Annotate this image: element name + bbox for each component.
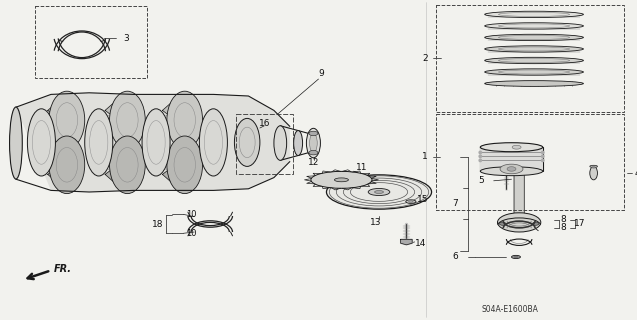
Ellipse shape <box>512 153 526 160</box>
Text: 16: 16 <box>259 119 270 128</box>
Polygon shape <box>48 165 73 186</box>
Ellipse shape <box>49 136 85 194</box>
Polygon shape <box>505 161 533 216</box>
Ellipse shape <box>309 134 315 152</box>
Ellipse shape <box>478 155 482 158</box>
Ellipse shape <box>110 91 145 149</box>
Bar <box>35 6 147 78</box>
Text: 8: 8 <box>561 215 567 224</box>
Ellipse shape <box>409 201 413 202</box>
Bar <box>236 114 293 174</box>
Text: 7: 7 <box>452 199 459 209</box>
Text: 13: 13 <box>370 218 382 227</box>
Ellipse shape <box>485 34 583 41</box>
Text: 1: 1 <box>422 152 428 161</box>
Ellipse shape <box>590 166 598 180</box>
Text: 14: 14 <box>415 239 426 248</box>
Text: 8: 8 <box>561 223 567 232</box>
Polygon shape <box>105 99 131 120</box>
Ellipse shape <box>368 188 390 196</box>
Bar <box>480 147 543 171</box>
Circle shape <box>533 222 539 225</box>
Ellipse shape <box>167 136 203 194</box>
Ellipse shape <box>592 166 596 168</box>
Ellipse shape <box>485 46 583 52</box>
PathPatch shape <box>16 93 290 192</box>
Circle shape <box>309 131 318 136</box>
Ellipse shape <box>516 155 522 158</box>
Circle shape <box>309 150 318 155</box>
Ellipse shape <box>541 151 545 154</box>
Ellipse shape <box>49 91 85 149</box>
Ellipse shape <box>541 155 545 158</box>
Ellipse shape <box>590 165 598 167</box>
Ellipse shape <box>27 109 55 176</box>
Ellipse shape <box>512 145 521 149</box>
Text: 2: 2 <box>422 54 427 63</box>
Polygon shape <box>105 165 131 186</box>
Ellipse shape <box>311 172 372 188</box>
Ellipse shape <box>485 81 583 86</box>
Text: 11: 11 <box>356 164 368 172</box>
Ellipse shape <box>334 178 348 182</box>
Ellipse shape <box>294 131 303 156</box>
Ellipse shape <box>513 256 519 258</box>
Ellipse shape <box>485 57 583 64</box>
Ellipse shape <box>110 136 145 194</box>
Text: 6: 6 <box>452 252 459 261</box>
Polygon shape <box>162 99 188 120</box>
Text: 15: 15 <box>417 196 429 204</box>
Ellipse shape <box>512 255 520 259</box>
Polygon shape <box>162 165 188 186</box>
Ellipse shape <box>199 109 227 176</box>
Ellipse shape <box>375 190 383 194</box>
Ellipse shape <box>274 126 287 160</box>
Ellipse shape <box>485 69 583 75</box>
Ellipse shape <box>167 91 203 149</box>
Ellipse shape <box>10 107 22 179</box>
Text: 17: 17 <box>574 219 585 228</box>
Ellipse shape <box>485 11 583 18</box>
Text: 4: 4 <box>634 169 637 178</box>
Ellipse shape <box>142 109 170 176</box>
Polygon shape <box>401 239 412 245</box>
Ellipse shape <box>500 164 523 174</box>
Text: 3: 3 <box>124 34 129 43</box>
Text: 10: 10 <box>186 229 196 238</box>
Ellipse shape <box>310 133 317 153</box>
Text: FR.: FR. <box>54 264 72 274</box>
Ellipse shape <box>480 167 543 176</box>
Ellipse shape <box>406 200 416 204</box>
Text: 18: 18 <box>152 220 164 228</box>
Bar <box>436 114 624 210</box>
Polygon shape <box>48 99 73 120</box>
Ellipse shape <box>497 213 541 232</box>
Ellipse shape <box>234 118 260 166</box>
Text: 10: 10 <box>186 210 196 219</box>
Text: S04A-E1600BA: S04A-E1600BA <box>481 305 538 314</box>
Text: 5: 5 <box>478 176 484 185</box>
Ellipse shape <box>503 168 510 171</box>
Text: 9: 9 <box>318 69 325 78</box>
Circle shape <box>499 222 506 225</box>
Text: 12: 12 <box>308 158 320 167</box>
Ellipse shape <box>85 109 113 176</box>
Ellipse shape <box>306 128 320 158</box>
Bar <box>436 5 624 112</box>
Ellipse shape <box>478 158 482 162</box>
Ellipse shape <box>507 167 516 171</box>
Ellipse shape <box>541 158 545 162</box>
Ellipse shape <box>478 151 482 154</box>
Ellipse shape <box>480 143 543 152</box>
Ellipse shape <box>326 175 432 209</box>
Ellipse shape <box>485 23 583 29</box>
